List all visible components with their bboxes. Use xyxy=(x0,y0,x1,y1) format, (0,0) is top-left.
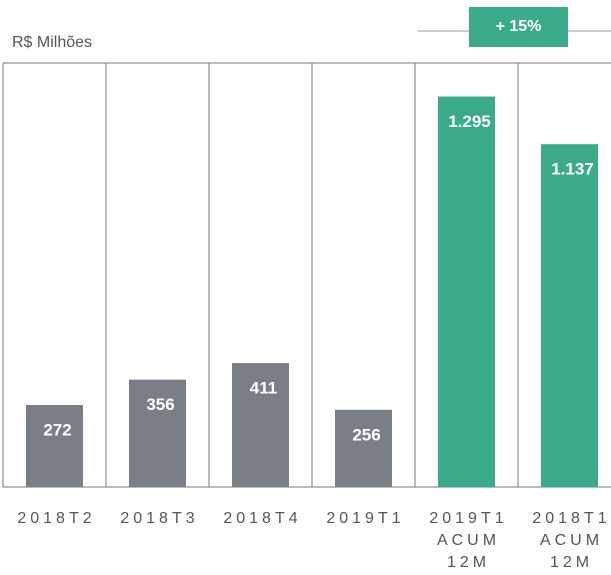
value-label: 256 xyxy=(352,425,380,444)
bar xyxy=(129,379,186,487)
unit-label: R$ Milhões xyxy=(12,34,92,51)
x-tick-label: 2019T1 xyxy=(326,510,404,527)
bar xyxy=(438,96,495,488)
x-tick-label: 2019T1 ACUM 12M xyxy=(429,510,507,571)
x-tick-label: 2018T3 xyxy=(120,510,198,527)
value-label: 356 xyxy=(146,395,174,414)
x-tick-label: 2018T4 xyxy=(223,510,301,527)
bar xyxy=(541,144,598,487)
value-label: 1.295 xyxy=(448,112,491,131)
value-label: 272 xyxy=(43,420,71,439)
x-tick-label: 2018T2 xyxy=(17,510,95,527)
value-label: 411 xyxy=(250,379,277,398)
annotation: + 15% xyxy=(496,18,542,35)
bar xyxy=(26,404,83,487)
bar xyxy=(335,409,392,487)
annotation-box xyxy=(469,7,568,47)
x-tick-label: 2018T1 ACUM 12M xyxy=(532,510,610,571)
bar xyxy=(232,363,289,487)
value-label: 1.137 xyxy=(551,160,594,179)
